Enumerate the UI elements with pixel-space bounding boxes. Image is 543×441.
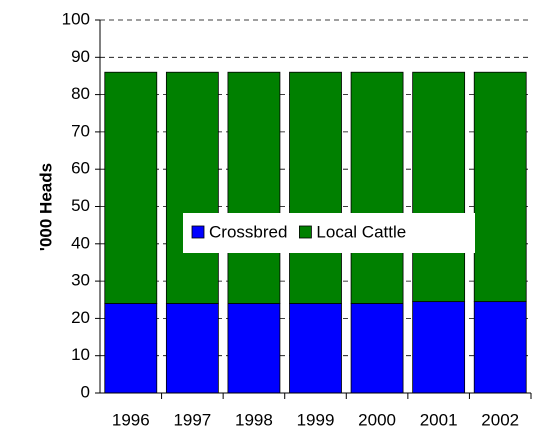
bar-segment [104,303,158,394]
x-tick-label: 2001 [420,410,458,429]
y-axis-label: '000 Heads [36,163,55,251]
legend-label: Crossbred [209,222,287,241]
bar-segment [473,71,527,303]
y-tick-label: 100 [62,9,90,28]
bar-segment [289,303,342,394]
bar-segment [165,303,219,394]
legend-label: Local Cattle [316,222,406,241]
x-tick-label: 1996 [112,410,150,429]
x-tick-label: 1999 [297,410,335,429]
legend-swatch [191,225,205,239]
x-tick-label: 2000 [358,410,396,429]
y-tick-label: 80 [71,84,90,103]
y-tick-label: 50 [71,196,90,215]
y-tick-label: 30 [71,271,90,290]
bar-segment [350,303,404,394]
y-tick-label: 70 [71,121,90,140]
y-tick-label: 40 [71,233,90,252]
bar-segment [227,303,281,394]
bar-segment [412,71,466,303]
x-tick-label: 1998 [235,410,273,429]
bar-segment [104,71,158,304]
y-tick-label: 60 [71,159,90,178]
y-tick-label: 10 [71,345,90,364]
legend-swatch [299,225,312,239]
bar-segment [289,71,342,304]
y-tick-label: 0 [81,382,90,401]
x-tick-label: 2002 [481,410,519,429]
bar-segment [227,71,281,304]
y-tick-label: 20 [71,308,90,327]
bar-segment [350,71,404,304]
bar-segment [473,301,527,394]
bar-segment [165,71,219,304]
bar-segment [412,301,466,394]
y-tick-label: 90 [71,47,90,66]
legend-box [183,213,475,253]
x-tick-label: 1997 [173,410,211,429]
